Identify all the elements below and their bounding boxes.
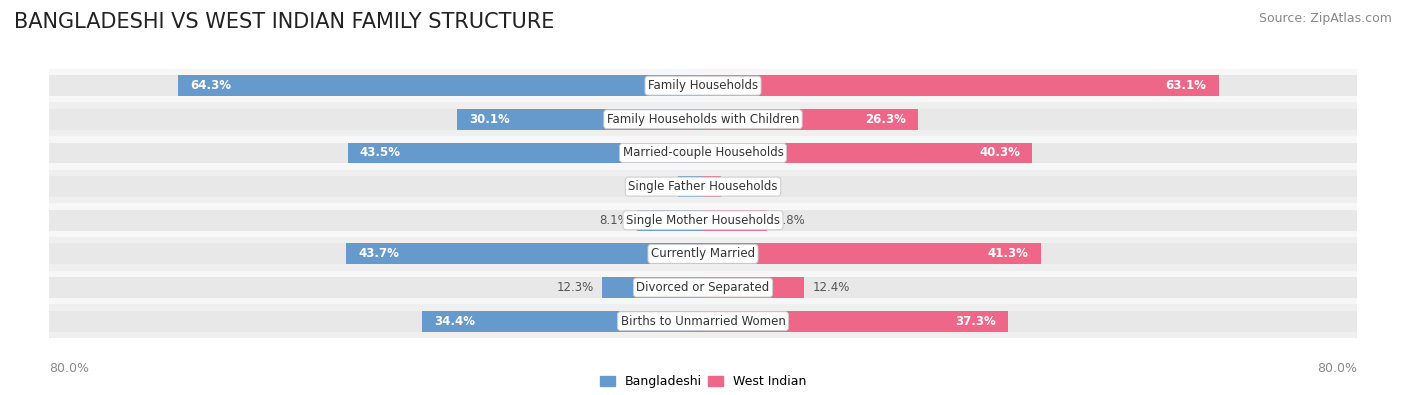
Text: 8.1%: 8.1% xyxy=(599,214,628,227)
Bar xyxy=(703,143,1032,164)
Bar xyxy=(49,203,1357,237)
Text: Divorced or Separated: Divorced or Separated xyxy=(637,281,769,294)
Text: 40.3%: 40.3% xyxy=(979,147,1021,160)
Bar xyxy=(422,311,703,332)
Text: 80.0%: 80.0% xyxy=(49,362,89,375)
Text: Births to Unmarried Women: Births to Unmarried Women xyxy=(620,315,786,328)
Text: 37.3%: 37.3% xyxy=(955,315,995,328)
Bar xyxy=(703,311,1357,332)
Text: 80.0%: 80.0% xyxy=(1317,362,1357,375)
Text: Family Households with Children: Family Households with Children xyxy=(607,113,799,126)
Text: 43.5%: 43.5% xyxy=(360,147,401,160)
Text: Source: ZipAtlas.com: Source: ZipAtlas.com xyxy=(1258,12,1392,25)
Text: 63.1%: 63.1% xyxy=(1166,79,1206,92)
Bar xyxy=(703,311,1008,332)
Bar xyxy=(49,102,1357,136)
Bar xyxy=(703,277,804,298)
Bar xyxy=(49,243,703,264)
Bar xyxy=(49,170,1357,203)
Text: Currently Married: Currently Married xyxy=(651,247,755,260)
Bar xyxy=(457,109,703,130)
Bar xyxy=(49,75,703,96)
Bar xyxy=(603,277,703,298)
Bar xyxy=(49,277,703,298)
Bar xyxy=(347,143,703,164)
Bar xyxy=(703,109,918,130)
Legend: Bangladeshi, West Indian: Bangladeshi, West Indian xyxy=(595,371,811,393)
Text: Single Mother Households: Single Mother Households xyxy=(626,214,780,227)
Text: 64.3%: 64.3% xyxy=(190,79,231,92)
Bar xyxy=(703,143,1357,164)
Text: 2.2%: 2.2% xyxy=(730,180,759,193)
Text: 34.4%: 34.4% xyxy=(434,315,475,328)
Bar xyxy=(703,243,1357,264)
Bar xyxy=(49,305,1357,338)
Text: 41.3%: 41.3% xyxy=(987,247,1028,260)
Text: Family Households: Family Households xyxy=(648,79,758,92)
Bar xyxy=(49,143,703,164)
Text: 26.3%: 26.3% xyxy=(865,113,905,126)
Bar xyxy=(49,176,703,197)
Bar xyxy=(703,75,1357,96)
Bar xyxy=(678,176,703,197)
Bar xyxy=(703,75,1219,96)
Bar xyxy=(703,210,1357,231)
Text: 43.7%: 43.7% xyxy=(359,247,399,260)
Bar xyxy=(49,210,703,231)
Text: Single Father Households: Single Father Households xyxy=(628,180,778,193)
Bar xyxy=(177,75,703,96)
Text: 30.1%: 30.1% xyxy=(470,113,510,126)
Bar xyxy=(49,136,1357,170)
Bar xyxy=(703,109,1357,130)
Bar xyxy=(703,243,1040,264)
Bar xyxy=(49,69,1357,102)
Bar xyxy=(703,176,721,197)
Bar xyxy=(637,210,703,231)
Text: 12.4%: 12.4% xyxy=(813,281,849,294)
Bar xyxy=(49,271,1357,305)
Bar xyxy=(703,210,766,231)
Text: 3.1%: 3.1% xyxy=(640,180,669,193)
Bar xyxy=(703,277,1357,298)
Text: 12.3%: 12.3% xyxy=(557,281,595,294)
Bar xyxy=(49,109,703,130)
Bar xyxy=(703,176,1357,197)
Text: 7.8%: 7.8% xyxy=(775,214,804,227)
Text: Married-couple Households: Married-couple Households xyxy=(623,147,783,160)
Bar xyxy=(49,237,1357,271)
Bar xyxy=(49,311,703,332)
Text: BANGLADESHI VS WEST INDIAN FAMILY STRUCTURE: BANGLADESHI VS WEST INDIAN FAMILY STRUCT… xyxy=(14,12,554,32)
Bar xyxy=(346,243,703,264)
